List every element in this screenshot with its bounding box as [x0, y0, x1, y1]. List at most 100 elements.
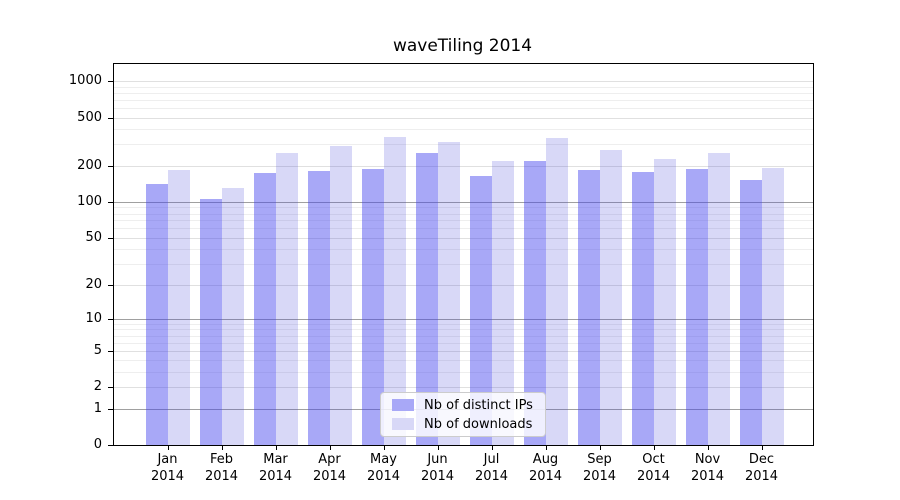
bar-downloads-jul	[491, 160, 514, 445]
bar-ips-apr	[307, 170, 330, 445]
y-tick-mark-50	[108, 237, 113, 239]
gridline-90	[114, 207, 813, 209]
gridline-300	[114, 144, 813, 146]
y-tick-label-1: 1	[93, 400, 102, 416]
bar-downloads-may	[383, 137, 406, 445]
x-tick-label-feb: Feb 2014	[204, 452, 239, 484]
x-tick-mark-aug	[545, 445, 547, 450]
y-tick-mark-500	[108, 117, 113, 119]
y-tick-label-100: 100	[77, 193, 102, 209]
x-tick-label-may: May 2014	[366, 452, 401, 484]
gridline-200	[114, 165, 813, 167]
gridline-2	[114, 387, 813, 389]
x-tick-mark-apr	[329, 445, 331, 450]
y-tick-mark-200	[108, 165, 113, 167]
bar-ips-jan	[145, 184, 168, 445]
y-tick-label-5: 5	[93, 342, 102, 358]
x-tick-mark-may	[383, 445, 385, 450]
bar-downloads-jan	[167, 169, 190, 445]
bar-ips-oct	[631, 172, 654, 445]
bar-downloads-feb	[221, 188, 244, 445]
x-tick-mark-dec	[761, 445, 763, 450]
x-tick-label-sep: Sep 2014	[582, 452, 617, 484]
legend-label-distinct-ips: Nb of distinct IPs	[424, 397, 533, 413]
gridline-500	[114, 117, 813, 119]
y-tick-mark-0	[108, 445, 113, 446]
bar-downloads-mar	[275, 152, 298, 445]
x-tick-label-mar: Mar 2014	[258, 452, 293, 484]
gridline-3	[114, 372, 813, 373]
bar-ips-may	[361, 169, 384, 445]
gridline-40	[114, 249, 813, 251]
bar-downloads-oct	[653, 159, 676, 445]
gridline-30	[114, 264, 813, 266]
bar-ips-jul	[469, 176, 492, 445]
y-tick-mark-10	[108, 318, 113, 320]
y-tick-mark-2	[108, 387, 113, 389]
gridline-80	[114, 213, 813, 215]
bar-ips-sep	[577, 169, 600, 445]
y-tick-mark-1000	[108, 81, 113, 82]
gridline-8	[114, 329, 813, 331]
y-tick-label-500: 500	[77, 109, 102, 125]
legend-item-downloads: Nb of downloads	[392, 417, 545, 432]
x-tick-mark-mar	[275, 445, 277, 450]
x-tick-label-aug: Aug 2014	[528, 452, 563, 484]
gridline-20	[114, 284, 813, 286]
gridline-100	[114, 201, 813, 203]
x-tick-mark-jun	[437, 445, 439, 450]
bar-ips-nov	[685, 169, 708, 445]
bar-ips-feb	[199, 198, 222, 445]
bar-downloads-sep	[599, 149, 622, 445]
x-tick-label-nov: Nov 2014	[690, 452, 725, 484]
bar-downloads-aug	[545, 137, 568, 445]
bar-downloads-apr	[329, 146, 352, 445]
gridline-600	[114, 107, 813, 109]
gridline-800	[114, 92, 813, 94]
chart-title: waveTiling 2014	[392, 36, 533, 56]
plot-area	[113, 63, 814, 446]
x-tick-label-oct: Oct 2014	[636, 452, 671, 484]
gridline-60	[114, 228, 813, 230]
gridline-9	[114, 323, 813, 325]
bar-ips-dec	[739, 180, 762, 445]
y-tick-label-10: 10	[85, 310, 102, 326]
y-tick-label-50: 50	[85, 229, 102, 245]
legend: Nb of distinct IPs Nb of downloads	[380, 392, 546, 437]
x-tick-label-jan: Jan 2014	[150, 452, 185, 484]
gridline-5	[114, 350, 813, 352]
gridline-10	[114, 318, 813, 320]
y-tick-mark-20	[108, 284, 113, 286]
bar-ips-aug	[523, 161, 546, 445]
bar-downloads-nov	[707, 152, 730, 445]
x-tick-label-apr: Apr 2014	[312, 452, 347, 484]
gridline-7	[114, 335, 813, 337]
gridline-4	[114, 360, 813, 362]
bar-ips-jun	[415, 152, 438, 445]
gridline-6	[114, 342, 813, 344]
gridline-70	[114, 220, 813, 222]
y-tick-label-2: 2	[93, 379, 102, 395]
legend-label-downloads: Nb of downloads	[424, 416, 533, 432]
gridline-400	[114, 129, 813, 131]
gridline-50	[114, 237, 813, 239]
y-tick-label-20: 20	[85, 276, 102, 292]
x-tick-label-dec: Dec 2014	[744, 452, 779, 484]
y-tick-mark-1	[108, 408, 113, 410]
y-tick-label-1000: 1000	[68, 73, 102, 88]
legend-swatch-downloads	[392, 418, 414, 430]
y-tick-label-200: 200	[77, 157, 102, 173]
bar-downloads-jun	[437, 142, 460, 445]
x-tick-mark-sep	[599, 445, 601, 450]
bar-downloads-dec	[761, 168, 784, 445]
legend-swatch-distinct-ips	[392, 399, 414, 411]
x-tick-mark-feb	[221, 445, 223, 450]
y-tick-mark-100	[108, 201, 113, 203]
legend-item-distinct-ips: Nb of distinct IPs	[392, 398, 545, 413]
y-tick-label-0: 0	[93, 437, 102, 452]
bar-ips-mar	[253, 173, 276, 445]
gridline-1000	[114, 81, 813, 82]
y-tick-mark-5	[108, 350, 113, 352]
x-tick-mark-nov	[707, 445, 709, 450]
